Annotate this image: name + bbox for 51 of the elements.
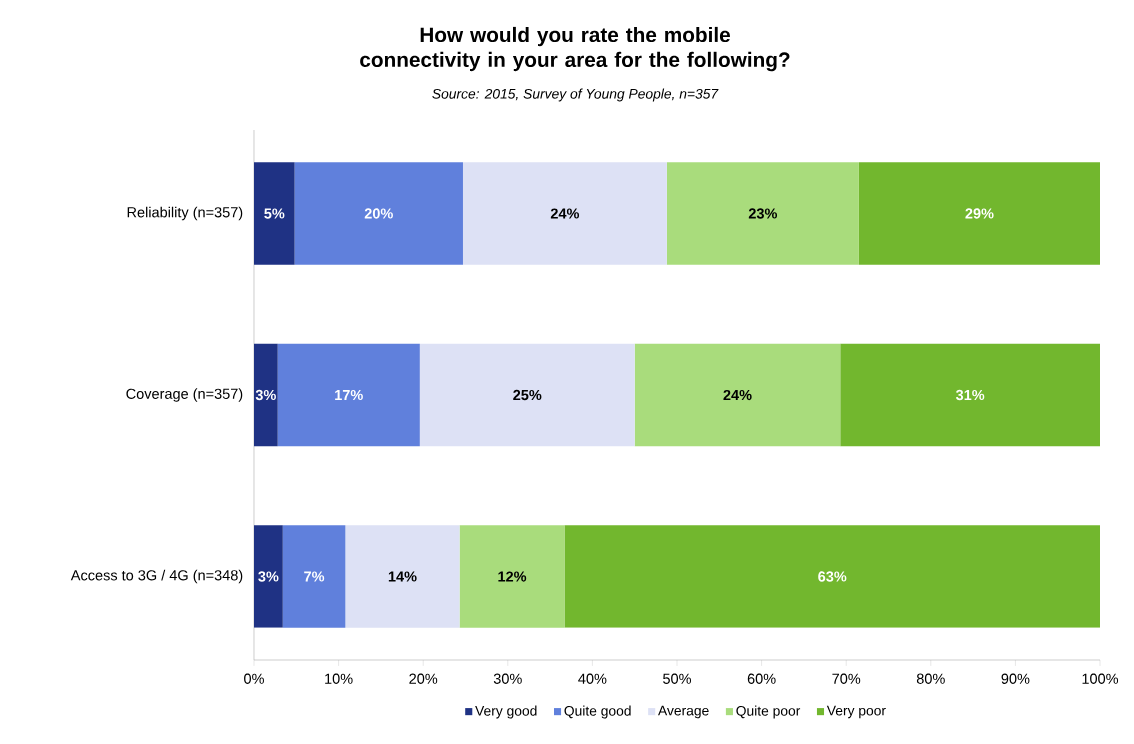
data-label: 17%	[335, 389, 363, 401]
bar	[634, 343, 841, 447]
data-label: 23%	[748, 208, 778, 219]
x-tick-label: 90%	[1001, 673, 1030, 684]
x-tick-label: 80%	[916, 673, 945, 684]
bar	[858, 162, 1101, 265]
y-tick-label: Coverage (n=357)	[126, 388, 243, 402]
bar	[564, 525, 1101, 628]
bar	[462, 162, 667, 265]
bar	[666, 162, 859, 265]
x-tick-label: 10%	[325, 673, 353, 684]
data-label: 5%	[264, 208, 285, 219]
legend-label: Quite good	[564, 705, 631, 719]
bar	[277, 343, 420, 447]
data-label: 24%	[550, 208, 580, 219]
bar	[254, 343, 278, 447]
x-tick-label: 60%	[747, 673, 776, 684]
data-label: 24%	[723, 389, 752, 401]
x-tick-label: 30%	[493, 673, 522, 684]
legend-label: Average	[658, 705, 709, 719]
bar	[294, 162, 463, 265]
bar	[419, 343, 635, 447]
data-label: 14%	[388, 571, 417, 582]
bar	[459, 525, 565, 628]
x-tick-label: 50%	[663, 673, 692, 684]
x-tick-label: 0%	[244, 673, 264, 684]
bar	[254, 525, 283, 628]
data-label: 3%	[255, 389, 276, 401]
data-label: 63%	[818, 571, 847, 582]
legend-label: Very good	[475, 705, 537, 719]
data-label: 31%	[955, 389, 985, 401]
data-label: 25%	[513, 389, 542, 401]
y-tick-label: Reliability (n=357)	[127, 206, 243, 221]
bar	[282, 525, 346, 628]
data-label: 3%	[258, 571, 279, 582]
y-tick-label: Access to 3G / 4G (n=348)	[70, 569, 243, 584]
x-tick-label: 100%	[1082, 673, 1119, 684]
legend-label: Quite poor	[736, 705, 801, 719]
chart-title: How would you rate the mobile connectivity in your area for the following?	[360, 26, 790, 72]
data-label: 20%	[364, 208, 393, 219]
bar	[254, 162, 295, 265]
data-label: 12%	[498, 571, 527, 582]
data-label: 29%	[965, 208, 994, 219]
data-label: 7%	[304, 571, 325, 582]
legend-label: Very poor	[826, 705, 886, 719]
bar	[345, 525, 460, 628]
chart-subtitle: Source: 2015, Survey of Young People, n=357	[432, 88, 719, 102]
x-tick-label: 70%	[832, 673, 861, 684]
bar	[840, 343, 1101, 447]
x-tick-label: 20%	[409, 673, 438, 684]
x-tick-label: 40%	[578, 673, 607, 684]
